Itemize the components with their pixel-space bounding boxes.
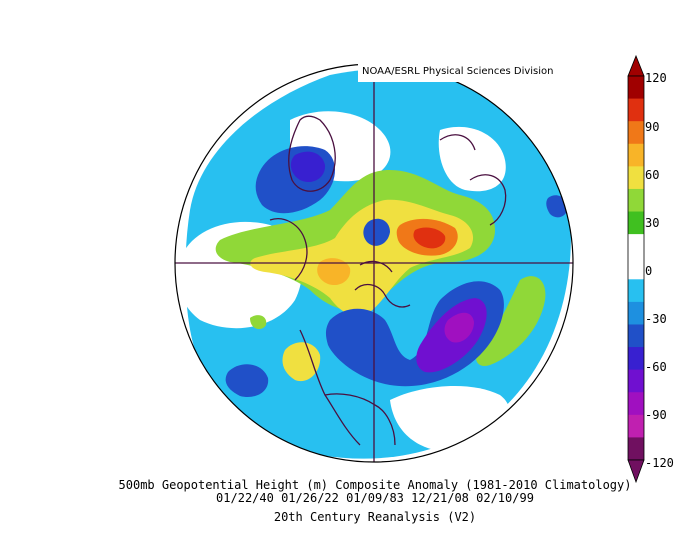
coastline-asia bbox=[269, 218, 308, 281]
anomaly-blue-center bbox=[363, 218, 390, 246]
anomaly-green-right bbox=[475, 276, 546, 366]
caption-source: 20th Century Reanalysis (V2) bbox=[273, 510, 477, 524]
credit-text: NOAA/ESRL Physical Sciences Division bbox=[362, 66, 554, 77]
colorbar bbox=[627, 54, 645, 484]
colorbar-segment bbox=[628, 98, 644, 122]
anomaly-blue-bottom-left bbox=[225, 364, 269, 398]
colorbar-segment bbox=[628, 211, 644, 235]
colorbar-tick-minus-30: -30 bbox=[645, 312, 667, 326]
colorbar-segment bbox=[628, 279, 644, 303]
colorbar-segment bbox=[628, 324, 644, 348]
colorbar-segment bbox=[628, 76, 644, 100]
colorbar-tick-minus-90: -90 bbox=[645, 408, 667, 422]
colorbar-segment bbox=[628, 121, 644, 145]
colorbar-segment bbox=[628, 392, 644, 416]
colorbar-arrow-bottom bbox=[627, 459, 645, 484]
colorbar-tick-120: 120 bbox=[645, 71, 667, 85]
colorbar-segment bbox=[628, 143, 644, 167]
colorbar-tick-minus-60: -60 bbox=[645, 360, 667, 374]
colorbar-tick-60: 60 bbox=[645, 168, 660, 182]
coastline-greenland bbox=[288, 115, 336, 192]
colorbar-segment bbox=[628, 369, 644, 393]
colorbar-segment bbox=[628, 414, 644, 438]
colorbar-segment bbox=[628, 437, 644, 461]
colorbar-segment bbox=[628, 188, 644, 213]
coastline-europe bbox=[439, 134, 507, 226]
anomaly-purple-left-low bbox=[290, 151, 326, 183]
colorbar-tick-0: 0 bbox=[645, 264, 653, 278]
colorbar-segment bbox=[628, 256, 644, 280]
colorbar-tick-minus-120: -120 bbox=[645, 456, 674, 470]
anomaly-orange-patch bbox=[317, 258, 351, 286]
caption-title: 500mb Geopotential Height (m) Composite … bbox=[118, 478, 632, 492]
colorbar-arrow-top bbox=[627, 54, 645, 77]
colorbar-segment bbox=[628, 166, 644, 190]
anomaly-yellow-left bbox=[282, 342, 321, 382]
credit-box bbox=[358, 62, 576, 82]
colorbar-segment bbox=[628, 301, 644, 325]
caption-dates: 01/22/40 01/26/22 01/09/83 12/21/08 02/1… bbox=[216, 491, 534, 505]
anomaly-contours bbox=[178, 69, 571, 459]
anomaly-magenta-east-low bbox=[444, 312, 474, 343]
colorbar-segment bbox=[628, 234, 644, 258]
anomaly-red-center bbox=[413, 227, 446, 249]
colorbar-tick-90: 90 bbox=[645, 120, 660, 134]
colorbar-tick-30: 30 bbox=[645, 216, 660, 230]
anomaly-green-small bbox=[250, 315, 267, 330]
colorbar-segment bbox=[628, 347, 644, 371]
coastline-north-america bbox=[299, 329, 396, 446]
